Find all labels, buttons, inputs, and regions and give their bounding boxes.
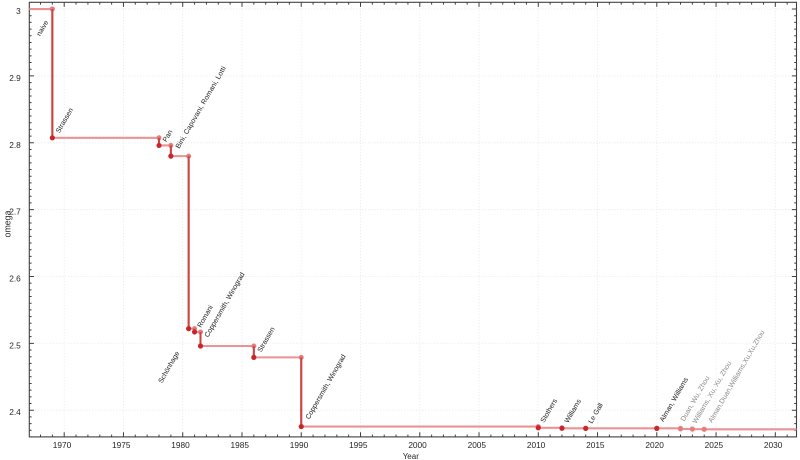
svg-text:2030: 2030 <box>764 440 783 450</box>
svg-text:2.6: 2.6 <box>9 273 21 283</box>
svg-text:1980: 1980 <box>171 440 190 450</box>
svg-text:2.5: 2.5 <box>9 340 21 350</box>
svg-text:1985: 1985 <box>231 440 250 450</box>
svg-text:2005: 2005 <box>468 440 487 450</box>
svg-text:1995: 1995 <box>349 440 368 450</box>
svg-text:Year: Year <box>403 452 420 460</box>
svg-text:2.4: 2.4 <box>9 407 21 417</box>
svg-text:2.8: 2.8 <box>9 140 21 150</box>
svg-text:3: 3 <box>16 6 21 16</box>
svg-text:1990: 1990 <box>290 440 309 450</box>
svg-text:omega: omega <box>2 210 12 237</box>
svg-text:2.9: 2.9 <box>9 73 21 83</box>
svg-text:2020: 2020 <box>645 440 664 450</box>
svg-text:2015: 2015 <box>586 440 605 450</box>
svg-text:1970: 1970 <box>53 440 72 450</box>
svg-text:2.7: 2.7 <box>9 207 21 217</box>
svg-text:2025: 2025 <box>705 440 724 450</box>
svg-text:2000: 2000 <box>408 440 427 450</box>
svg-text:2010: 2010 <box>527 440 546 450</box>
svg-text:1975: 1975 <box>112 440 131 450</box>
